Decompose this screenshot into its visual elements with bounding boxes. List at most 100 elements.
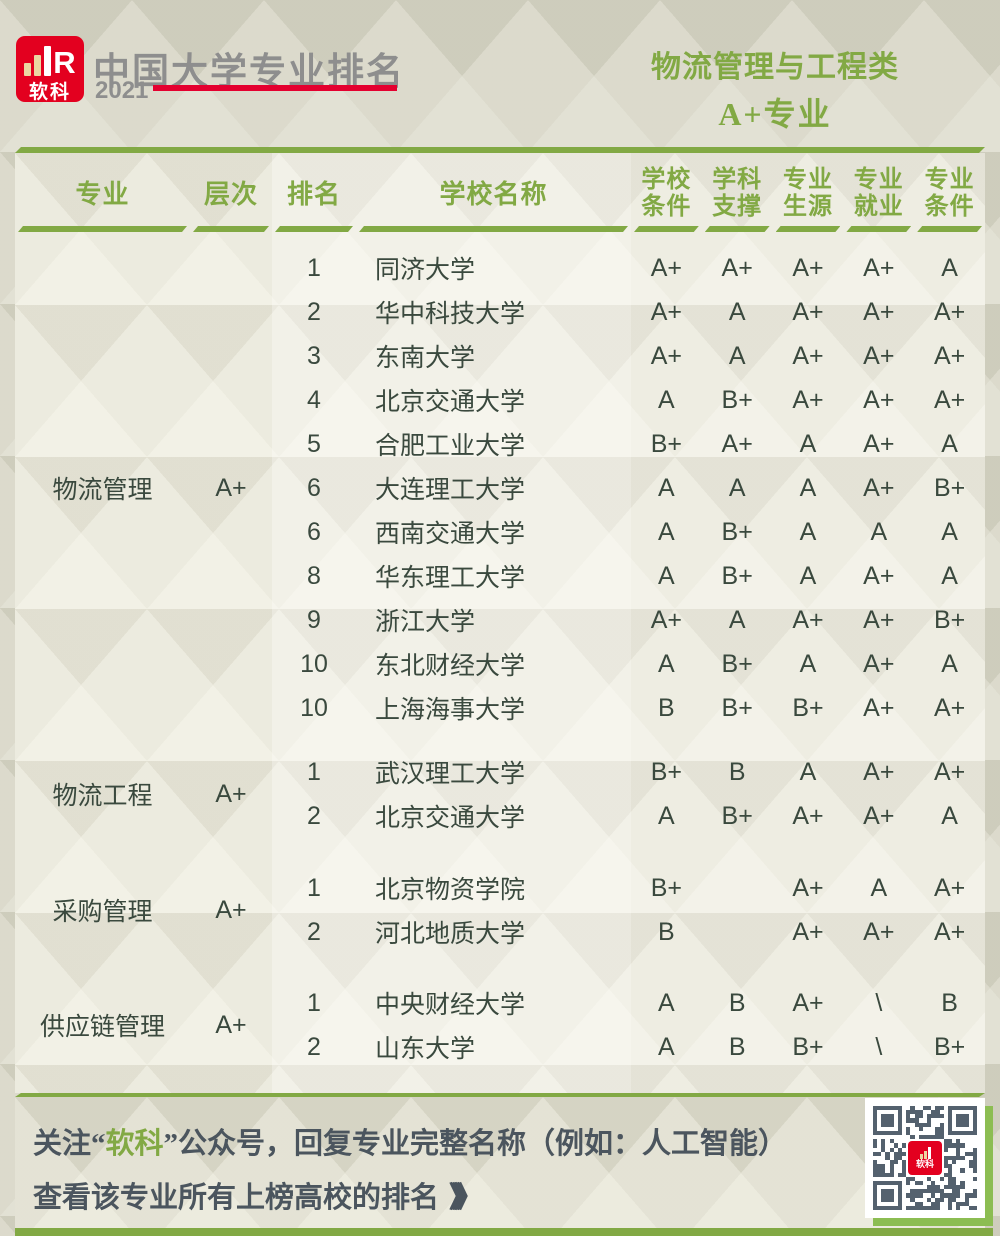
light-band [272, 153, 631, 1093]
qr-module [889, 1147, 894, 1152]
qr-module [964, 1151, 969, 1156]
qr-module [935, 1114, 940, 1119]
grade-cell-5: A [941, 517, 958, 546]
grade-cell-1: A+ [650, 297, 683, 326]
qr-module [918, 1122, 923, 1127]
grade-cell-4: A+ [863, 917, 895, 946]
grade-cell-5: A+ [933, 693, 966, 722]
qr-module [968, 1205, 973, 1210]
footer-line2-text: 查看该专业所有上榜高校的排名 [33, 1182, 440, 1214]
qr-module [952, 1197, 957, 1202]
qr-module [922, 1135, 928, 1140]
grade-cell-4: A+ [863, 801, 895, 830]
grade-cell-5: A+ [933, 917, 966, 946]
grade-cell-5: A [941, 561, 958, 590]
grade-cell-2: A+ [721, 253, 753, 282]
grade-cell-5: A [941, 649, 958, 678]
qr-module [935, 1185, 940, 1190]
qr-module [873, 1168, 878, 1173]
qr-module [918, 1180, 923, 1186]
qr-module [960, 1201, 965, 1206]
table-row: 10 上海海事大学 B B+ B+ A+ A+ [15, 686, 985, 730]
qr-module [893, 1151, 898, 1156]
logo-bars-icon [919, 1147, 931, 1159]
qr-code: 软科 [865, 1098, 985, 1218]
grade-cell-1: B [658, 917, 675, 946]
qr-module [927, 1135, 932, 1140]
qr-module [947, 1143, 953, 1148]
qr-module [906, 1110, 911, 1115]
qr-module [922, 1106, 928, 1111]
grade-cell-3: B+ [792, 693, 824, 722]
table-header: 专业 层次 排名 学校名称 学校 条件 学科 支撑 专业 生源 专业 就业 专业 条件 [15, 153, 985, 232]
grade-cell-1: B [658, 693, 675, 722]
rank-cell: 2 [307, 297, 321, 326]
score-line2: 生源 [782, 192, 833, 220]
qr-module [939, 1197, 944, 1202]
grade-cell-5: A+ [933, 341, 966, 370]
footer-line-1: 关注“软科”公众号，回复专业完整名称（例如：人工智能） [33, 1120, 843, 1162]
grade-cell-4: \ [875, 1032, 883, 1061]
score-line1: 专业 [924, 165, 975, 193]
header-score-1: 学校 条件 [631, 153, 702, 232]
qr-module [943, 1193, 948, 1198]
qr-module [956, 1205, 961, 1210]
qr-center-logo-icon: 软科 [908, 1141, 942, 1175]
qr-module [968, 1193, 973, 1198]
qr-module [897, 1151, 903, 1156]
grade-cell-2: B+ [721, 561, 753, 590]
table-row: 8 华东理工大学 A B+ A A+ A [15, 554, 985, 598]
table-row: 9 浙江大学 A+ A A+ A+ B+ [15, 598, 985, 642]
school-name-cell: 西南交通大学 [375, 520, 526, 548]
score-line2: 支撑 [712, 192, 763, 220]
qr-module [881, 1139, 886, 1144]
qr-module [943, 1164, 948, 1169]
school-name-cell: 东南大学 [375, 344, 476, 372]
qr-module [943, 1160, 948, 1165]
qr-module [935, 1130, 940, 1136]
grade-cell-3: A+ [792, 385, 824, 414]
qr-module [902, 1172, 907, 1177]
grade-cell-2: B+ [721, 801, 753, 830]
qr-module [914, 1114, 919, 1119]
grade-cell-1: A [658, 801, 675, 830]
qr-module [881, 1164, 886, 1169]
qr-module [956, 1143, 961, 1148]
qr-module [877, 1168, 882, 1173]
qr-module [922, 1205, 928, 1210]
grade-cell-4: A [870, 517, 888, 546]
qr-module [902, 1151, 907, 1156]
qr-module [914, 1118, 919, 1123]
qr-module [927, 1176, 932, 1181]
qr-module [947, 1201, 953, 1206]
grade-cell-3: A [799, 473, 817, 502]
qr-module [947, 1180, 953, 1186]
major-label: 物流工程 [52, 782, 153, 810]
qr-module [902, 1168, 907, 1173]
rank-cell: 2 [307, 801, 321, 830]
grade-cell-1: B+ [650, 873, 683, 902]
qr-module [918, 1135, 923, 1140]
qr-module [927, 1106, 932, 1111]
grade-cell-4: A+ [863, 429, 895, 458]
grade-cell-2: B+ [721, 649, 753, 678]
qr-module [927, 1197, 932, 1202]
qr-module [956, 1185, 961, 1190]
red-underline [153, 85, 397, 91]
rank-cell: 1 [307, 873, 321, 902]
logo-text: 软科 [28, 82, 71, 103]
grade-cell-2: B+ [721, 517, 753, 546]
qr-module [952, 1160, 957, 1165]
qr-module [952, 1155, 957, 1161]
qr-module [906, 1114, 911, 1119]
qr-module [972, 1189, 977, 1194]
footer-background [15, 1097, 985, 1228]
school-name-cell: 华东理工大学 [375, 564, 526, 592]
qr-module [914, 1201, 919, 1206]
footer-line-2: 查看该专业所有上榜高校的排名 》》》 [33, 1174, 843, 1216]
grade-cell-1: A [658, 1032, 675, 1061]
qr-module [918, 1126, 923, 1131]
qr-module [935, 1197, 940, 1202]
qr-module [918, 1189, 923, 1194]
qr-module [931, 1189, 936, 1194]
